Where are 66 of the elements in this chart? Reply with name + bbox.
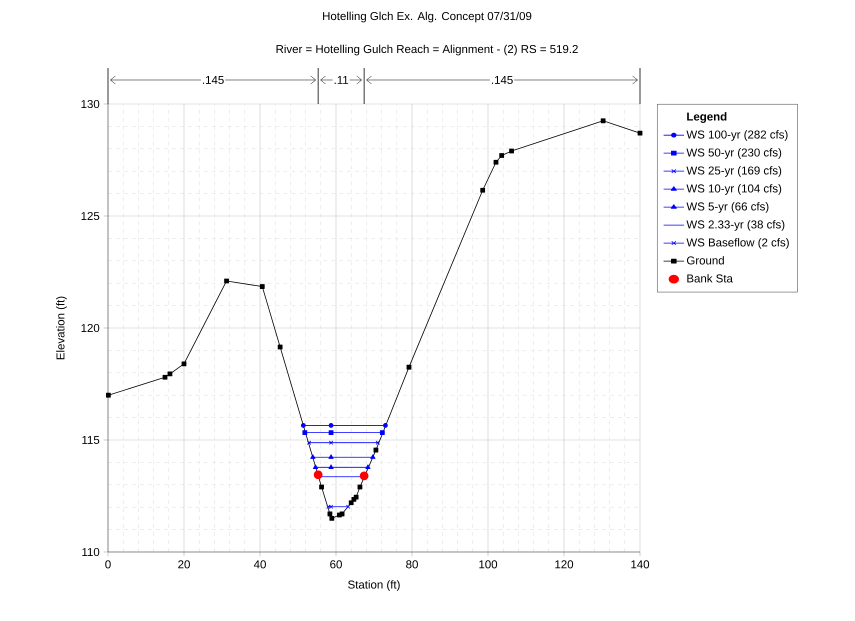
point bbox=[328, 430, 334, 435]
legend-label: WS 25-yr (169 cfs) bbox=[686, 166, 782, 177]
x-axis-title: Station (ft) bbox=[348, 580, 400, 591]
y-tick-label: 125 bbox=[81, 212, 100, 220]
point bbox=[310, 454, 316, 459]
legend-label: WS 2.33-yr (38 cfs) bbox=[686, 220, 784, 231]
point bbox=[314, 470, 323, 480]
chart-subtitle: River = Hotelling Gulch Reach = Alignment - (2) RS = 519.2 bbox=[276, 44, 578, 56]
x-tick-label: 120 bbox=[555, 560, 574, 568]
y-tick-label: 130 bbox=[81, 100, 100, 108]
point bbox=[383, 423, 388, 428]
x-tick-label: 60 bbox=[330, 560, 342, 568]
point bbox=[328, 512, 332, 516]
point bbox=[380, 430, 385, 435]
legend-label: WS Baseflow (2 cfs) bbox=[686, 238, 789, 249]
point bbox=[328, 454, 334, 459]
point bbox=[319, 484, 324, 490]
point bbox=[499, 153, 504, 158]
point bbox=[302, 430, 308, 435]
y-tick-label: 115 bbox=[82, 436, 100, 444]
point bbox=[260, 284, 265, 289]
point bbox=[168, 372, 172, 376]
point bbox=[329, 516, 334, 521]
point bbox=[162, 374, 168, 380]
point bbox=[328, 464, 334, 469]
chart-title: Hotelling Glch Ex. Alg. Concept 07/31/09 bbox=[323, 12, 532, 22]
point bbox=[106, 392, 111, 398]
legend-label: WS 5-yr (66 cfs) bbox=[686, 202, 768, 213]
point bbox=[328, 440, 334, 445]
point bbox=[340, 512, 344, 516]
y-tick-label: 120 bbox=[81, 324, 100, 332]
point bbox=[300, 423, 306, 428]
y-tick-label: 110 bbox=[82, 548, 100, 556]
point bbox=[278, 344, 283, 350]
point bbox=[358, 484, 362, 490]
legend-label: WS 10-yr (104 cfs) bbox=[686, 184, 782, 195]
y-axis-title: Elevation (ft) bbox=[56, 296, 67, 360]
point bbox=[328, 423, 334, 428]
point bbox=[312, 464, 318, 469]
point bbox=[638, 130, 642, 136]
point bbox=[600, 118, 606, 124]
point bbox=[370, 454, 376, 459]
legend-title: Legend bbox=[687, 112, 726, 123]
point bbox=[360, 471, 369, 480]
legend-label: Bank Sta bbox=[687, 274, 733, 282]
point bbox=[365, 464, 370, 469]
point bbox=[224, 278, 229, 284]
point bbox=[406, 364, 412, 370]
point bbox=[480, 188, 486, 193]
x-tick-label: 100 bbox=[479, 560, 498, 568]
text: .145 bbox=[492, 76, 513, 84]
legend-label: WS 100-yr (282 cfs) bbox=[686, 130, 788, 141]
text: .11 bbox=[334, 76, 348, 84]
x-tick-label: 80 bbox=[406, 560, 418, 568]
legend-label: Ground bbox=[686, 256, 724, 264]
point bbox=[354, 494, 359, 500]
point bbox=[182, 361, 186, 366]
x-tick-label: 0 bbox=[105, 560, 111, 568]
x-tick-label: 20 bbox=[178, 560, 190, 568]
legend-label: WS 50-yr (230 cfs) bbox=[686, 148, 782, 159]
x-tick-label: 40 bbox=[254, 560, 266, 568]
point bbox=[509, 148, 514, 154]
text: .145 bbox=[202, 76, 224, 84]
x-tick-label: 140 bbox=[631, 560, 650, 568]
point bbox=[374, 448, 378, 452]
point bbox=[494, 160, 498, 165]
